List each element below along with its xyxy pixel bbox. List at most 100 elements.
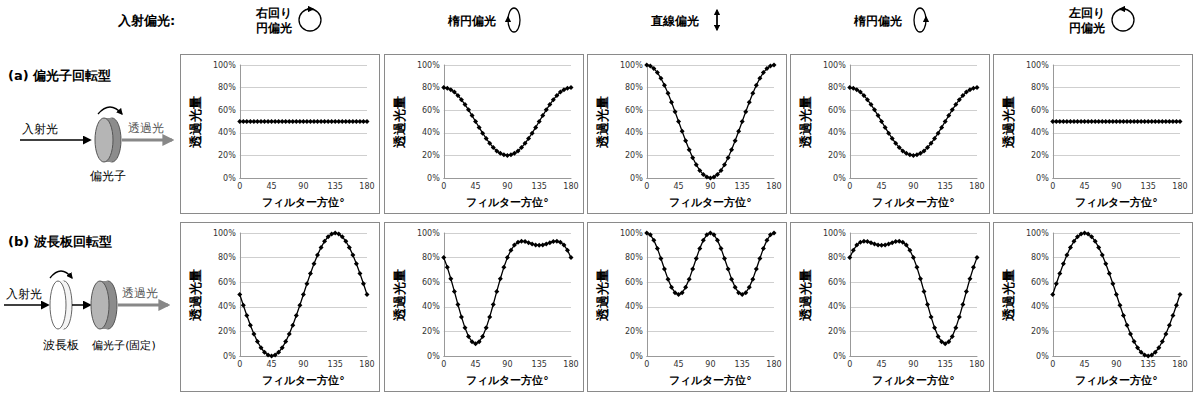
svg-text:180: 180 — [359, 360, 374, 369]
svg-text:20%: 20% — [1031, 327, 1049, 336]
svg-text:45: 45 — [673, 360, 683, 369]
svg-text:0%: 0% — [1036, 174, 1049, 183]
svg-text:20%: 20% — [828, 151, 846, 160]
svg-text:100%: 100% — [213, 229, 236, 238]
svg-text:左回り: 左回り — [1068, 6, 1105, 20]
svg-text:100%: 100% — [417, 229, 440, 238]
svg-text:135: 135 — [1141, 182, 1156, 191]
svg-text:80%: 80% — [1031, 83, 1049, 92]
svg-text:60%: 60% — [828, 106, 846, 115]
svg-text:透過光量: 透過光量 — [392, 269, 407, 322]
svg-text:60%: 60% — [218, 278, 236, 287]
svg-text:フィルター方位°: フィルター方位° — [872, 196, 955, 209]
svg-text:40%: 40% — [218, 128, 236, 137]
svg-text:0: 0 — [441, 182, 446, 191]
svg-text:100%: 100% — [1026, 61, 1049, 70]
svg-text:80%: 80% — [828, 253, 846, 262]
svg-text:80%: 80% — [1031, 253, 1049, 262]
svg-text:80%: 80% — [218, 83, 236, 92]
svg-text:円偏光: 円偏光 — [1069, 21, 1105, 35]
svg-text:180: 180 — [563, 182, 578, 191]
svg-text:0: 0 — [644, 360, 649, 369]
svg-text:80%: 80% — [625, 253, 643, 262]
svg-text:80%: 80% — [422, 83, 440, 92]
svg-text:透過光量: 透過光量 — [595, 96, 610, 149]
svg-text:0%: 0% — [427, 352, 440, 361]
svg-text:45: 45 — [1079, 360, 1089, 369]
svg-text:180: 180 — [1172, 360, 1187, 369]
svg-text:60%: 60% — [625, 106, 643, 115]
svg-text:60%: 60% — [1031, 106, 1049, 115]
svg-text:100%: 100% — [823, 61, 846, 70]
svg-text:0: 0 — [1050, 182, 1055, 191]
svg-text:透過光量: 透過光量 — [798, 269, 813, 322]
svg-text:0%: 0% — [833, 174, 846, 183]
svg-text:90: 90 — [908, 360, 918, 369]
svg-text:180: 180 — [359, 182, 374, 191]
svg-text:(b) 波長板回転型: (b) 波長板回転型 — [8, 234, 112, 249]
svg-text:135: 135 — [328, 360, 343, 369]
svg-text:右回り: 右回り — [255, 6, 292, 20]
svg-text:円偏光: 円偏光 — [256, 21, 292, 35]
svg-text:直線偏光: 直線偏光 — [650, 14, 699, 28]
svg-text:偏光子: 偏光子 — [90, 169, 126, 183]
svg-text:60%: 60% — [828, 278, 846, 287]
svg-text:90: 90 — [705, 182, 715, 191]
svg-text:透過光: 透過光 — [122, 286, 158, 300]
svg-text:透過光量: 透過光量 — [798, 96, 813, 149]
svg-text:フィルター方位°: フィルター方位° — [262, 196, 345, 209]
svg-text:0%: 0% — [630, 174, 643, 183]
svg-text:0: 0 — [847, 182, 852, 191]
svg-text:0%: 0% — [630, 352, 643, 361]
svg-text:0: 0 — [847, 360, 852, 369]
svg-text:40%: 40% — [1031, 128, 1049, 137]
svg-text:90: 90 — [908, 182, 918, 191]
svg-text:40%: 40% — [218, 302, 236, 311]
svg-text:80%: 80% — [625, 83, 643, 92]
svg-text:透過光量: 透過光量 — [1001, 96, 1016, 149]
svg-text:フィルター方位°: フィルター方位° — [466, 374, 549, 387]
svg-text:45: 45 — [266, 360, 276, 369]
svg-text:90: 90 — [502, 360, 512, 369]
svg-text:180: 180 — [1172, 182, 1187, 191]
svg-text:180: 180 — [969, 360, 984, 369]
svg-text:入射偏光:: 入射偏光: — [117, 13, 175, 28]
svg-text:0%: 0% — [223, 174, 236, 183]
svg-text:90: 90 — [1111, 182, 1121, 191]
svg-text:透過光量: 透過光量 — [188, 269, 203, 322]
svg-text:180: 180 — [969, 182, 984, 191]
svg-text:80%: 80% — [828, 83, 846, 92]
svg-text:フィルター方位°: フィルター方位° — [669, 374, 752, 387]
svg-text:135: 135 — [735, 360, 750, 369]
svg-text:180: 180 — [766, 182, 781, 191]
svg-text:透過光量: 透過光量 — [1001, 269, 1016, 322]
svg-text:90: 90 — [298, 360, 308, 369]
svg-text:楕円偏光: 楕円偏光 — [447, 14, 496, 28]
svg-text:135: 135 — [328, 182, 343, 191]
svg-text:60%: 60% — [218, 106, 236, 115]
svg-text:偏光子(固定): 偏光子(固定) — [92, 339, 156, 352]
svg-text:透過光量: 透過光量 — [595, 269, 610, 322]
svg-text:フィルター方位°: フィルター方位° — [466, 196, 549, 209]
svg-text:100%: 100% — [823, 229, 846, 238]
svg-text:90: 90 — [1111, 360, 1121, 369]
svg-text:0%: 0% — [833, 352, 846, 361]
svg-text:20%: 20% — [1031, 151, 1049, 160]
svg-text:45: 45 — [470, 182, 480, 191]
svg-text:135: 135 — [938, 360, 953, 369]
svg-text:20%: 20% — [422, 151, 440, 160]
svg-text:フィルター方位°: フィルター方位° — [872, 374, 955, 387]
svg-text:20%: 20% — [828, 327, 846, 336]
svg-text:20%: 20% — [422, 327, 440, 336]
svg-text:100%: 100% — [620, 229, 643, 238]
svg-text:40%: 40% — [422, 128, 440, 137]
svg-text:180: 180 — [563, 360, 578, 369]
svg-text:100%: 100% — [417, 61, 440, 70]
svg-text:45: 45 — [876, 182, 886, 191]
svg-text:45: 45 — [470, 360, 480, 369]
svg-text:0: 0 — [1050, 360, 1055, 369]
svg-text:100%: 100% — [620, 61, 643, 70]
svg-text:透過光量: 透過光量 — [188, 96, 203, 149]
svg-text:20%: 20% — [218, 327, 236, 336]
svg-text:135: 135 — [938, 182, 953, 191]
